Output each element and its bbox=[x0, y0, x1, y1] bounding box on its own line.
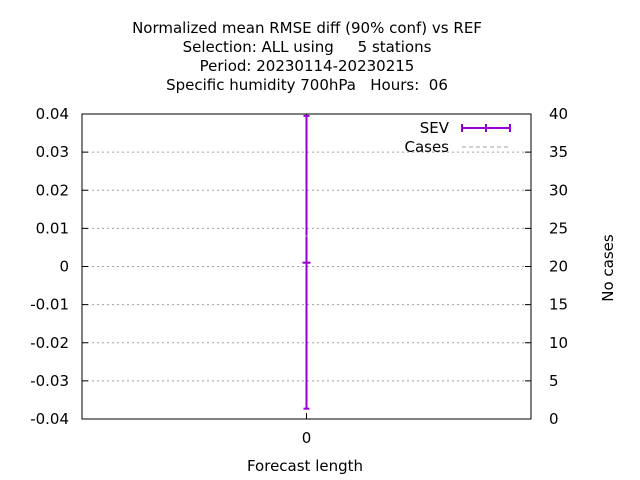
y2-tick-label: 0 bbox=[549, 410, 559, 428]
y-tick-label: 0.01 bbox=[36, 219, 69, 237]
y2-tick-label: 35 bbox=[549, 143, 568, 161]
y2-tick-label: 10 bbox=[549, 334, 568, 352]
y-tick-label: -0.04 bbox=[30, 410, 69, 428]
y-tick-label: 0.03 bbox=[36, 143, 69, 161]
y2-tick-label: 30 bbox=[549, 181, 568, 199]
chart-title: Normalized mean RMSE diff (90% conf) vs … bbox=[132, 19, 482, 94]
y2-tick-label: 25 bbox=[549, 219, 568, 237]
y2-tick-label: 20 bbox=[549, 258, 568, 276]
legend-label-cases: Cases bbox=[404, 138, 449, 156]
y-tick-label: -0.02 bbox=[30, 334, 69, 352]
series-marks bbox=[302, 114, 311, 410]
title-line-1: Normalized mean RMSE diff (90% conf) vs … bbox=[132, 19, 482, 37]
y2-tick-label: 40 bbox=[549, 105, 568, 123]
y-tick-label: 0.02 bbox=[36, 181, 69, 199]
y2-tick-label: 15 bbox=[549, 296, 568, 314]
x-tick-label: 0 bbox=[302, 429, 312, 447]
y2-tick-label: 5 bbox=[549, 372, 559, 390]
y-tick-label: 0 bbox=[59, 258, 69, 276]
title-line-4: Specific humidity 700hPa Hours: 06 bbox=[166, 76, 448, 94]
y-tick-label: -0.03 bbox=[30, 372, 69, 390]
legend-sample-sev bbox=[461, 124, 511, 132]
plot-frame bbox=[81, 113, 532, 420]
y-tick-label: 0.04 bbox=[36, 105, 69, 123]
y2-axis-label: No cases bbox=[599, 234, 617, 302]
title-line-2: Selection: ALL using 5 stations bbox=[183, 38, 432, 56]
legend: SEV Cases bbox=[404, 119, 511, 156]
tick-labels: -0.04 -0.03 -0.02 -0.01 0 0.01 0.02 0.03 0.04 0 5 1… bbox=[30, 105, 568, 447]
x-axis-label: Forecast length bbox=[247, 457, 363, 475]
legend-label-sev: SEV bbox=[420, 119, 450, 137]
y-tick-label: -0.01 bbox=[30, 296, 69, 314]
title-line-3: Period: 20230114-20230215 bbox=[200, 57, 415, 75]
